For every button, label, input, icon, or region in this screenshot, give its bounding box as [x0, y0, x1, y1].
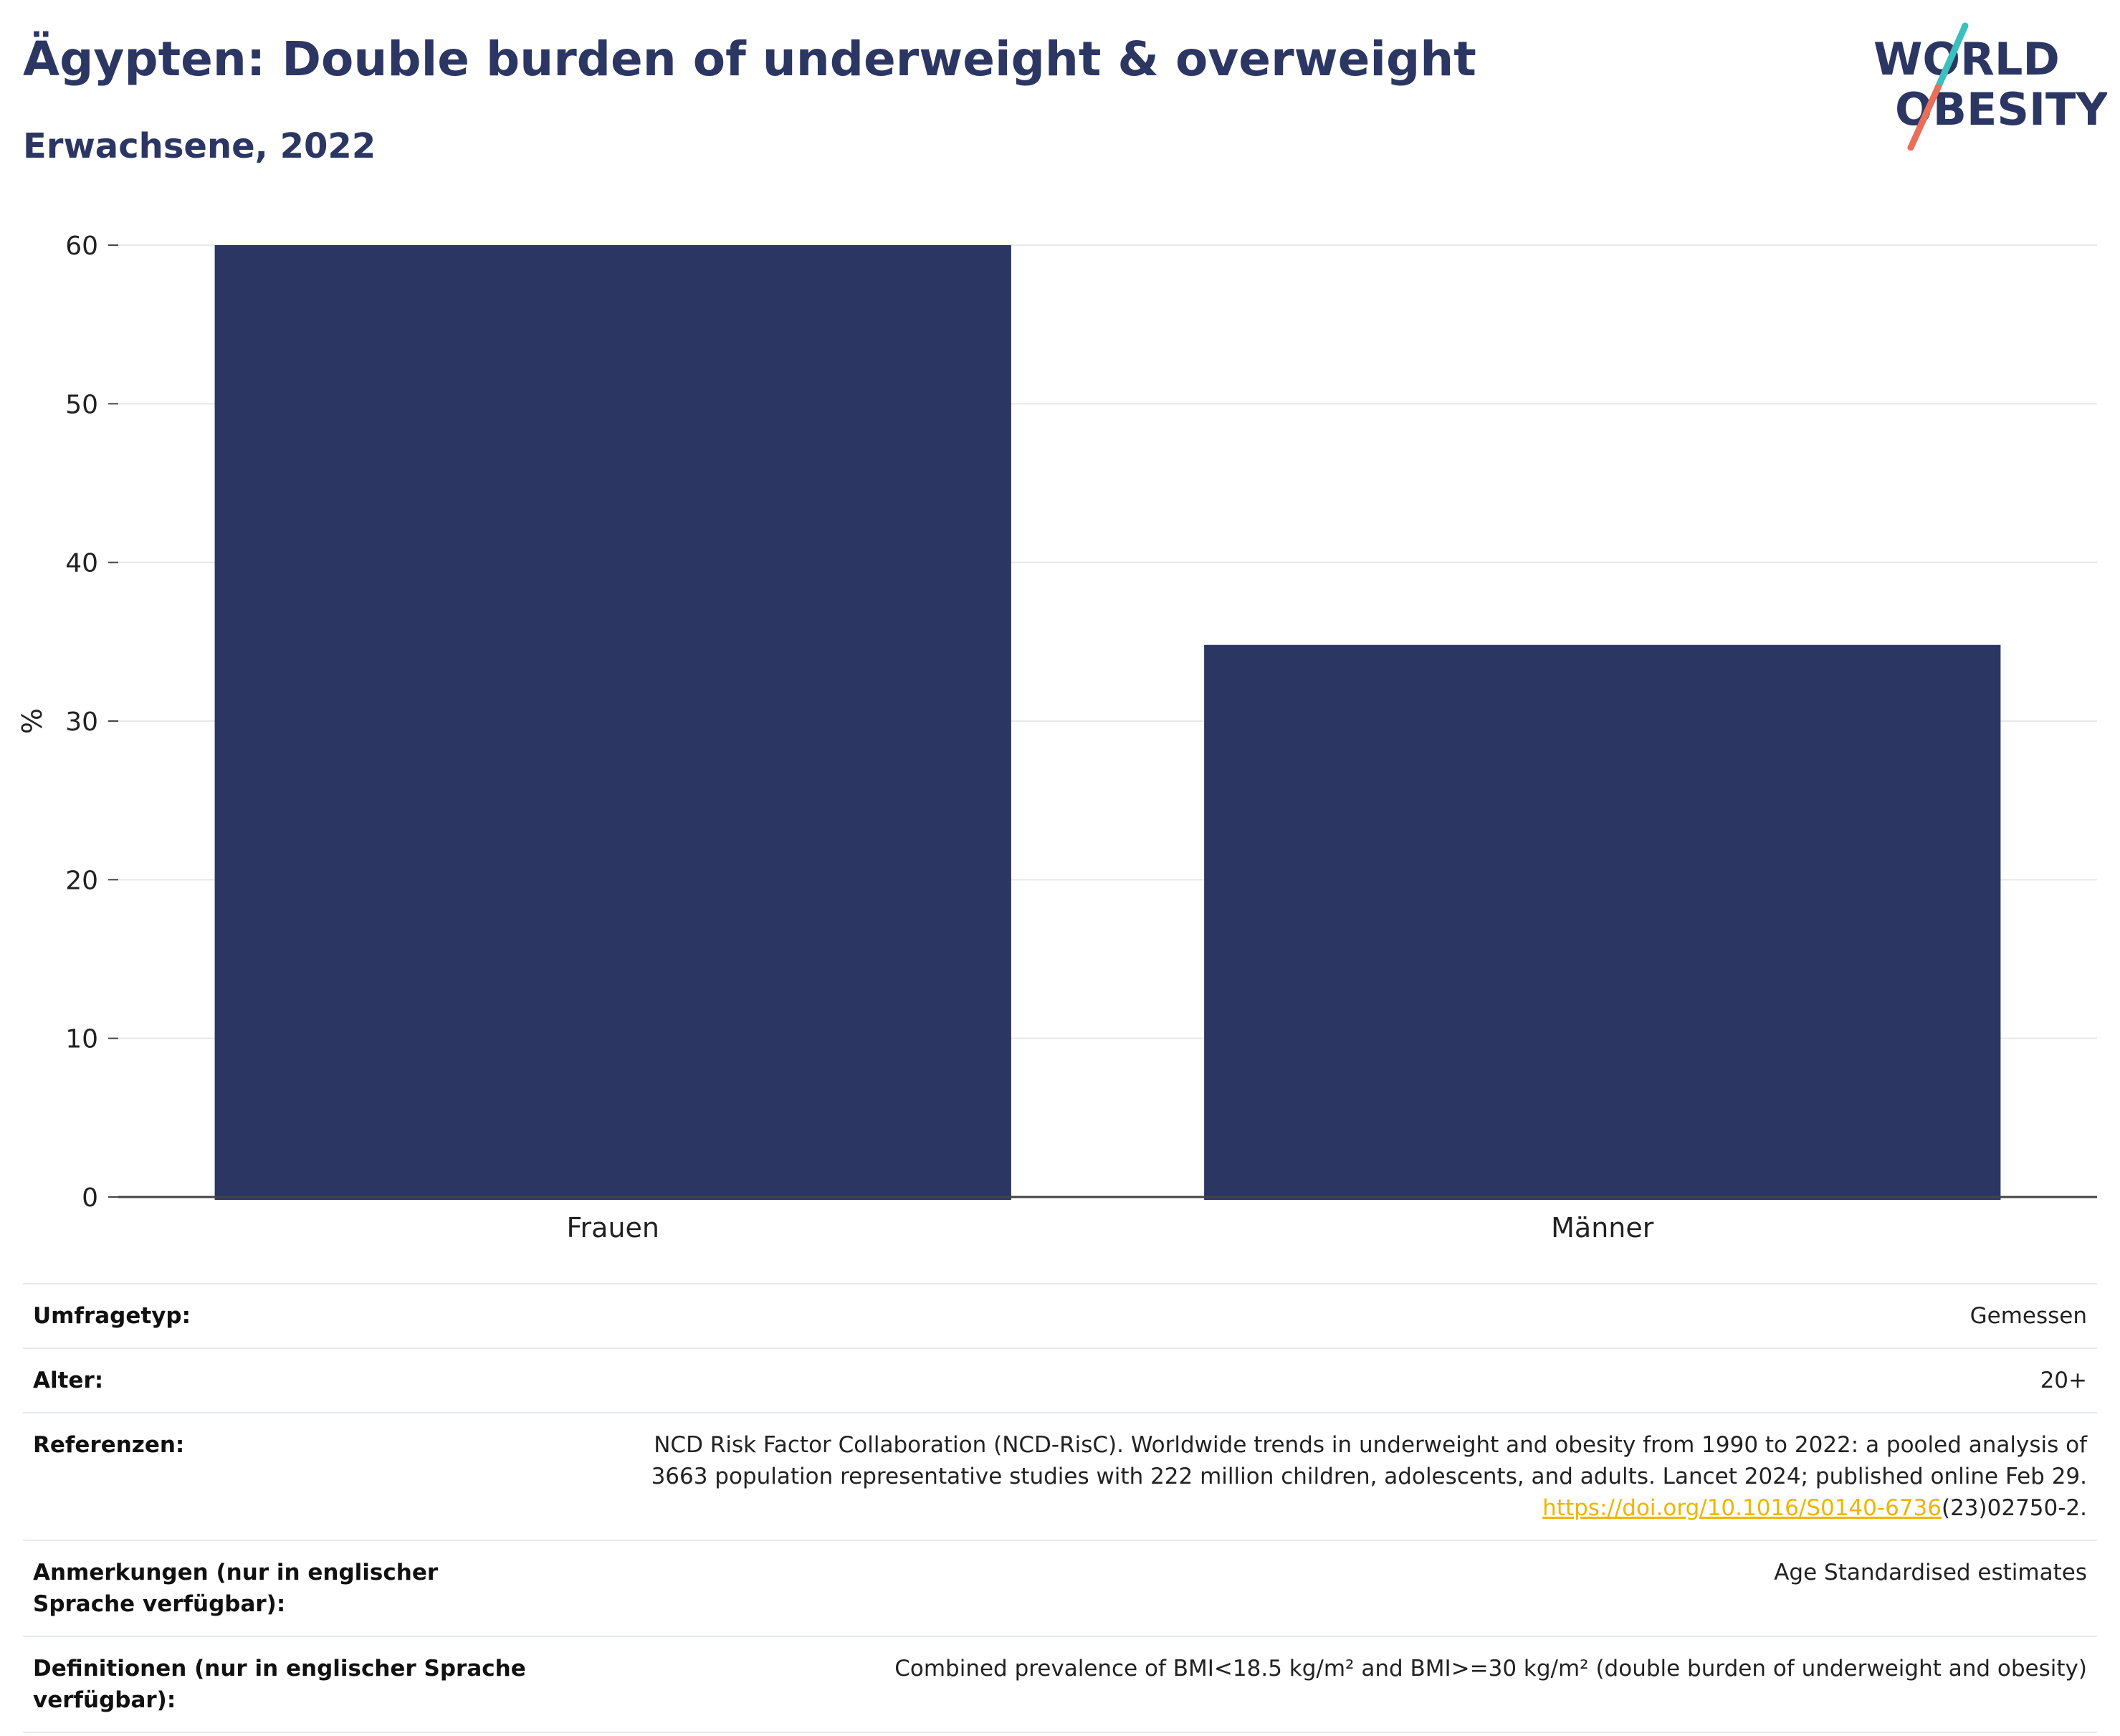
meta-row-survey-type: Umfragetyp: Gemessen [23, 1283, 2097, 1348]
x-axis-ticks: Frauen Männer [566, 1212, 1653, 1244]
doi-suffix: (23)02750-2. [1941, 1495, 2087, 1521]
world-obesity-logo: WORLD OBESITY [1873, 22, 2107, 151]
meta-value: Combined prevalence of BMI<18.5 kg/m² an… [894, 1656, 2087, 1682]
x-tick-label: Männer [1551, 1212, 1654, 1244]
meta-label: Referenzen: [33, 1432, 185, 1458]
chart-bars [214, 245, 2001, 1200]
y-tick-label: 0 [82, 1183, 98, 1213]
meta-row-references: Referenzen: NCD Risk Factor Collaboratio… [23, 1412, 2097, 1540]
y-tick-label: 50 [65, 390, 98, 419]
meta-value: NCD Risk Factor Collaboration (NCD-RisC)… [651, 1429, 2087, 1524]
reference-line-3: https://doi.org/10.1016/S0140-6736(23)02… [651, 1492, 2087, 1524]
meta-value: 20+ [2040, 1368, 2087, 1393]
meta-value: Age Standardised estimates [1774, 1560, 2087, 1585]
doi-link[interactable]: https://doi.org/10.1016/S0140-6736 [1542, 1495, 1942, 1521]
meta-row-definitions: Definitionen (nur in englischer Sprache … [23, 1636, 2097, 1733]
y-axis-label: % [16, 708, 48, 734]
x-tick-label: Frauen [566, 1212, 659, 1244]
bar-chart: 0 10 20 30 40 50 60 Frauen Männer % [16, 232, 2097, 1244]
meta-row-age: Alter: 20+ [23, 1348, 2097, 1412]
meta-label: Alter: [33, 1368, 104, 1393]
page-title: Ägypten: Double burden of underweight & … [23, 32, 1476, 87]
y-tick-label: 10 [65, 1025, 98, 1054]
meta-label: Anmerkungen (nur in englischer Sprache v… [33, 1560, 439, 1617]
y-tick-label: 40 [65, 549, 98, 578]
reference-line-2: 3663 population representative studies w… [651, 1464, 2087, 1489]
meta-row-notes: Anmerkungen (nur in englischer Sprache v… [23, 1540, 2097, 1636]
bar-frauen [214, 245, 1011, 1200]
reference-line-1: NCD Risk Factor Collaboration (NCD-RisC)… [654, 1432, 2087, 1458]
logo-slash-top [1934, 22, 1969, 91]
meta-value: Gemessen [1969, 1303, 2087, 1329]
logo-line1: WORLD [1873, 33, 2060, 85]
meta-label: Umfragetyp: [33, 1303, 191, 1329]
y-tick-label: 60 [65, 232, 98, 261]
logo-slash-bottom [1907, 84, 1942, 151]
page-subtitle: Erwachsene, 2022 [23, 126, 376, 166]
y-axis-ticks: 0 10 20 30 40 50 60 [65, 232, 118, 1213]
y-tick-label: 30 [65, 707, 98, 737]
bar-männer [1204, 644, 2001, 1200]
metadata-table: Umfragetyp: Gemessen Alter: 20+ Referenz… [23, 1283, 2097, 1733]
y-tick-label: 20 [65, 866, 98, 895]
meta-label: Definitionen (nur in englischer Sprache … [33, 1656, 526, 1713]
